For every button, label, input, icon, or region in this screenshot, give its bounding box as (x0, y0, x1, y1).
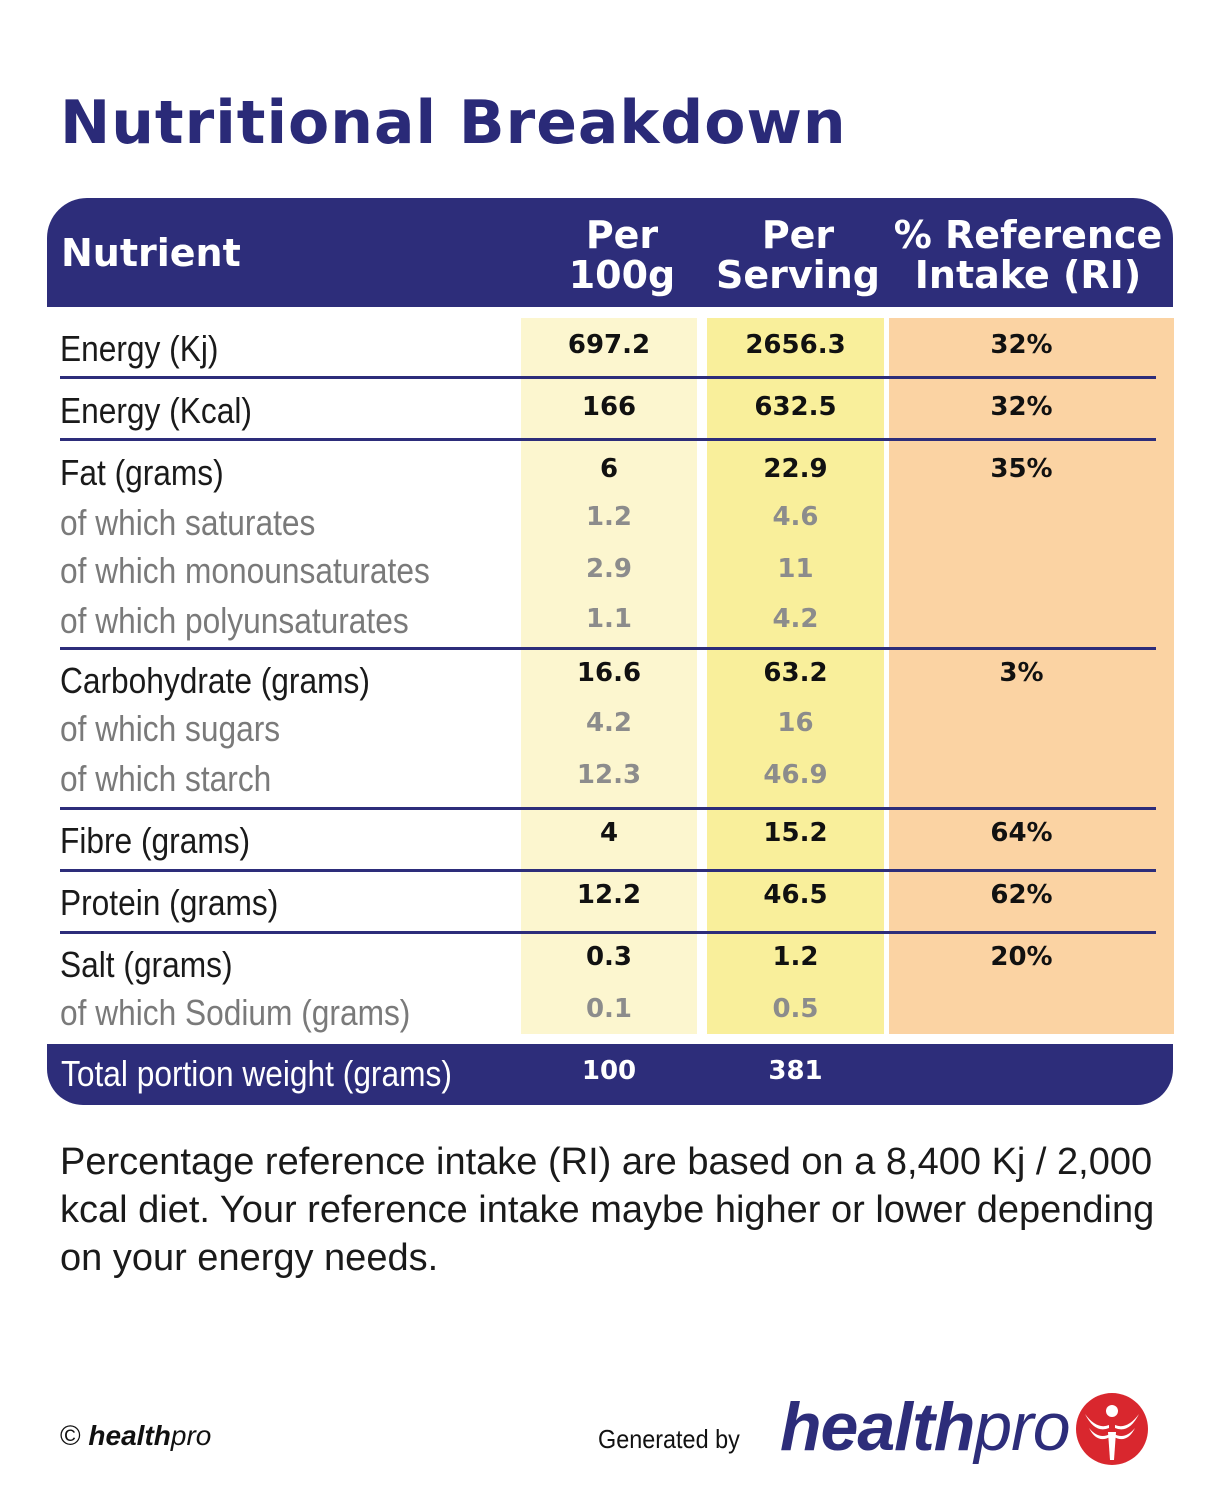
per-serving-value: 16 (777, 708, 814, 738)
brand-bold: health (780, 1389, 975, 1465)
nutrient-label: Energy (Kj) (60, 328, 219, 369)
ri-value: 64% (990, 818, 1053, 848)
per-100g-value: 697.2 (567, 330, 651, 360)
table-header: Nutrient Per 100g Per Serving % Referenc… (47, 198, 1173, 307)
header-nutrient: Nutrient (61, 231, 241, 275)
header-reference-intake: % Reference Intake (RI) (893, 215, 1163, 295)
per-100g-value: 4 (599, 818, 619, 848)
nutrient-label: of which saturates (60, 502, 316, 543)
per-serving-value: 4.6 (772, 502, 819, 532)
header-per-serving: Per Serving (715, 215, 881, 295)
ri-value: 62% (990, 880, 1053, 910)
healthpro-logo-text: healthpro (780, 1388, 1071, 1466)
page-title: Nutritional Breakdown (60, 88, 847, 158)
header-per-serving-line2: Serving (716, 253, 880, 297)
per-serving-value: 2656.3 (745, 330, 846, 360)
per-serving-value: 63.2 (763, 658, 828, 688)
per-serving-value: 632.5 (754, 392, 837, 422)
per-100g-value: 1.2 (585, 502, 633, 532)
per-serving-value: 4.2 (772, 604, 819, 634)
reference-intake-note: Percentage reference intake (RI) are bas… (60, 1141, 1155, 1279)
header-per-serving-line1: Per (761, 213, 835, 257)
header-per-100g: Per 100g (552, 215, 692, 295)
header-ri-line1: % Reference (893, 213, 1163, 257)
nutrient-label: of which starch (60, 758, 272, 799)
per-serving-value: 0.5 (772, 994, 819, 1024)
header-per-100g-line2: 100g (568, 253, 676, 297)
per-100g-value: 16.6 (576, 658, 642, 688)
per-serving-value: 15.2 (763, 818, 828, 848)
nutrient-label: Carbohydrate (grams) (60, 660, 370, 701)
per-100g-value: 0.1 (585, 994, 633, 1024)
nutrient-label: of which polyunsaturates (60, 600, 409, 641)
nutrient-label: Salt (grams) (60, 944, 233, 985)
total-label: Total portion weight (grams) (61, 1053, 452, 1094)
total-portion-row: Total portion weight (grams) 100 381 (47, 1044, 1173, 1105)
per-serving-column-bg (707, 318, 884, 1034)
copyright-brand-italic: pro (170, 1420, 212, 1451)
per-serving-value: 46.9 (763, 760, 828, 790)
row-separator (60, 931, 1156, 934)
copyright-symbol: © (60, 1420, 81, 1451)
total-per-100g-value: 100 (581, 1056, 637, 1086)
per-serving-value: 1.2 (772, 942, 819, 972)
nutrient-label: of which monounsaturates (60, 550, 430, 591)
nutrient-label: Protein (grams) (60, 882, 279, 923)
nutrient-label: Energy (Kcal) (60, 390, 252, 431)
copyright-brand-bold: health (88, 1420, 171, 1451)
row-separator (60, 647, 1156, 650)
reference-intake-column-bg (889, 318, 1174, 1034)
row-separator (60, 807, 1156, 810)
generated-by-label: Generated by (598, 1424, 740, 1454)
per-100g-value: 2.9 (585, 554, 633, 584)
nutrient-label: of which sugars (60, 708, 281, 749)
per-100g-value: 12.3 (576, 760, 642, 790)
ri-value: 32% (990, 330, 1053, 360)
per-100g-column-bg (521, 318, 697, 1034)
nutrient-label: Fat (grams) (60, 452, 224, 493)
header-ri-line2: Intake (RI) (914, 253, 1142, 297)
row-separator (60, 438, 1156, 441)
per-serving-value: 22.9 (763, 454, 828, 484)
brand-light: pro (974, 1389, 1070, 1465)
row-separator (60, 869, 1156, 872)
ri-value: 3% (999, 658, 1044, 688)
per-100g-value: 6 (599, 454, 619, 484)
ri-value: 32% (990, 392, 1053, 422)
ri-value: 35% (990, 454, 1053, 484)
per-100g-value: 0.3 (585, 942, 633, 972)
per-100g-value: 1.1 (585, 604, 633, 634)
copyright-notice: © healthpro (60, 1420, 211, 1452)
per-100g-value: 4.2 (585, 708, 633, 738)
healthpro-logo-icon (1076, 1393, 1148, 1465)
per-serving-value: 46.5 (763, 880, 828, 910)
row-separator (60, 376, 1156, 379)
nutrient-label: of which Sodium (grams) (60, 992, 411, 1033)
nutrient-label: Fibre (grams) (60, 820, 251, 861)
per-100g-value: 166 (581, 392, 637, 422)
per-100g-value: 12.2 (576, 880, 642, 910)
header-per-100g-line1: Per (585, 213, 659, 257)
ri-value: 20% (990, 942, 1053, 972)
per-serving-value: 11 (777, 554, 814, 584)
total-per-serving-value: 381 (768, 1056, 823, 1086)
